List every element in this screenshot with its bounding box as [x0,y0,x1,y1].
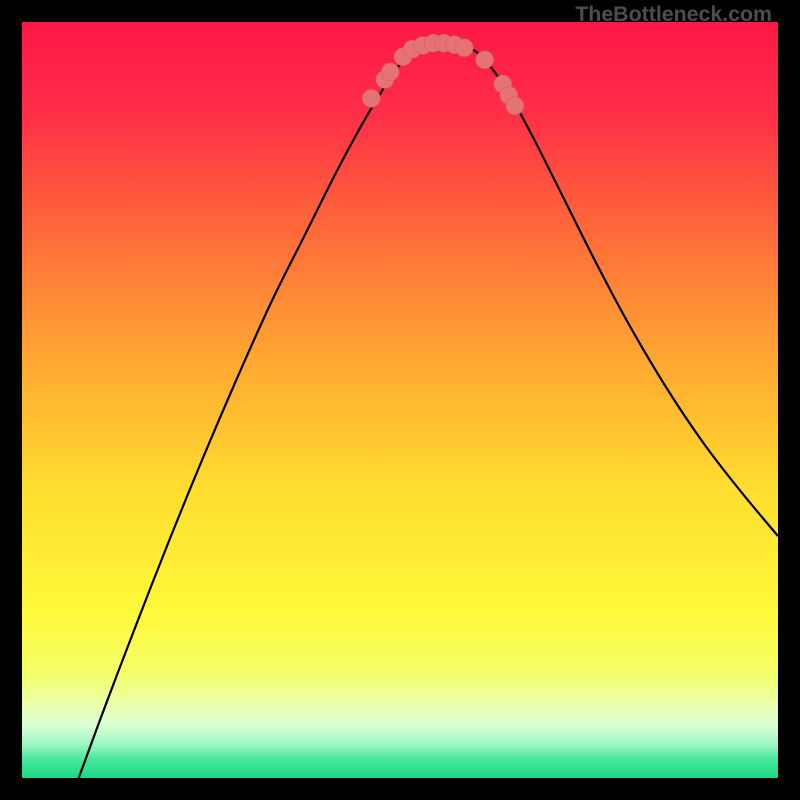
plot-area [22,22,778,778]
bottleneck-curve [79,43,778,778]
marker-group [362,34,524,115]
chart-overlay [22,22,778,778]
curve-marker [381,63,399,81]
curve-marker [506,97,524,115]
chart-frame: TheBottleneck.com [0,0,800,800]
watermark-text: TheBottleneck.com [575,2,772,27]
curve-marker [455,39,473,57]
curve-marker [362,89,380,107]
curve-marker [476,51,494,69]
